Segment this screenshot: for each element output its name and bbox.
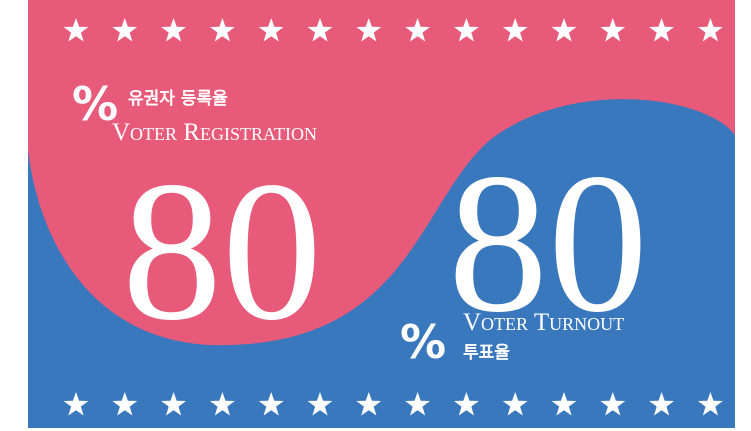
stars [63,18,723,416]
registration-unit: % [72,77,118,131]
star [258,392,284,416]
star [649,392,674,416]
star [63,392,89,416]
turnout-value: 80 [448,133,648,354]
star [307,392,333,416]
star [112,392,138,416]
star [698,18,723,42]
registration-label-ko: 유권자 등록율 [128,89,228,109]
pink-region [28,0,735,346]
star [502,392,528,416]
star [161,392,186,416]
star [405,18,430,42]
star [405,392,430,416]
star [307,18,333,42]
star [63,18,89,42]
turnout-unit: % [400,315,446,369]
star [210,18,235,42]
star [356,392,382,416]
star [210,392,235,416]
registration-value: 80 [122,141,322,362]
star [551,18,577,42]
star [600,392,626,416]
star [698,392,723,416]
star [112,18,138,42]
star [600,18,626,42]
turnout-label-ko: 투표율 [463,343,510,363]
star [649,18,674,42]
star [551,392,577,416]
star [502,18,528,42]
turnout-label-en: Voter Turnout [463,309,624,336]
star [356,18,382,42]
star [258,18,284,42]
registration-label-en: Voter Registration [112,119,317,146]
star [161,18,186,42]
star [454,18,479,42]
star [454,392,479,416]
